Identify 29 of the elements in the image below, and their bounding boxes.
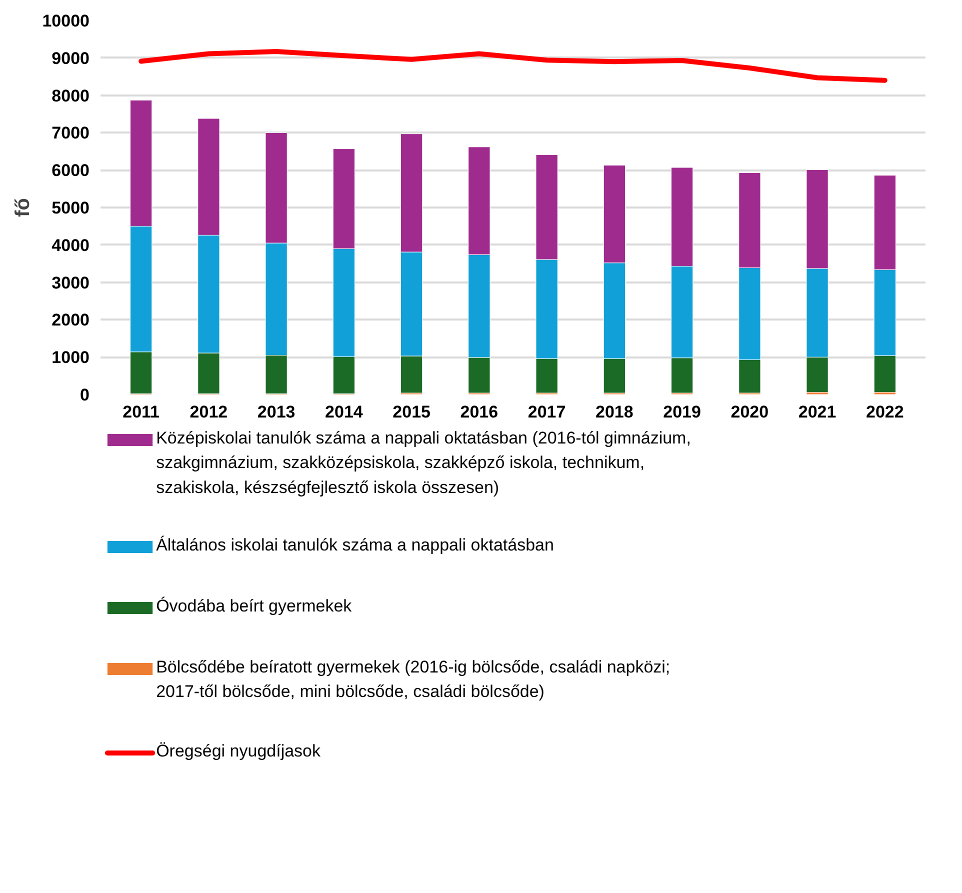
y-tick-label: 3000 — [52, 273, 90, 292]
legend-label: Általános iskolai tanulók száma a nappali oktatásban — [156, 536, 554, 554]
legend-label: Bölcsődébe beíratott gyermekek (2016-ig bölcsőde, családi napközi; 2017-től bölcsőde, mini bölcsőde, családi bölcsőde) — [156, 658, 670, 702]
y-tick-label: 5000 — [52, 198, 90, 218]
x-tick-label: 2019 — [663, 402, 701, 422]
x-tick-label: 2012 — [190, 402, 228, 422]
x-tick-label: 2013 — [257, 402, 296, 422]
x-tick-label: 2015 — [392, 402, 430, 422]
y-tick-label: 4000 — [52, 236, 90, 255]
x-tick-label: 2018 — [596, 402, 634, 422]
y-tick-label: 2000 — [52, 310, 90, 330]
x-tick-label: 2022 — [866, 402, 904, 422]
y-tick-label: 6000 — [52, 161, 90, 180]
y-tick-label: 10000 — [42, 12, 90, 30]
y-tick-label: 0 — [80, 386, 90, 404]
legend-label: Óvodába beírt gyermekek — [156, 596, 352, 616]
legend-label: Öregségi nyugdíjasok — [156, 742, 322, 760]
x-tick-label: 2014 — [325, 402, 364, 422]
y-axis-title: fő — [12, 198, 34, 217]
y-tick-label: 8000 — [52, 86, 90, 106]
y-tick-label: 7000 — [52, 124, 90, 143]
x-tick-label: 2017 — [528, 402, 566, 422]
y-tick-label: 1000 — [52, 348, 90, 368]
legend-label: Középiskolai tanulók száma a nappali oktatásban (2016-tól gimnázium, szakgimnázium, szakközépsiskola, szakképző iskola, technikum, szakiskola, készségfejlesztő iskola összesen) — [156, 428, 691, 497]
x-tick-label: 2011 — [122, 402, 160, 422]
x-tick-label: 2020 — [730, 402, 769, 422]
x-tick-label: 2016 — [460, 402, 498, 422]
y-tick-label: 9000 — [52, 48, 90, 68]
x-tick-label: 2021 — [798, 402, 836, 422]
